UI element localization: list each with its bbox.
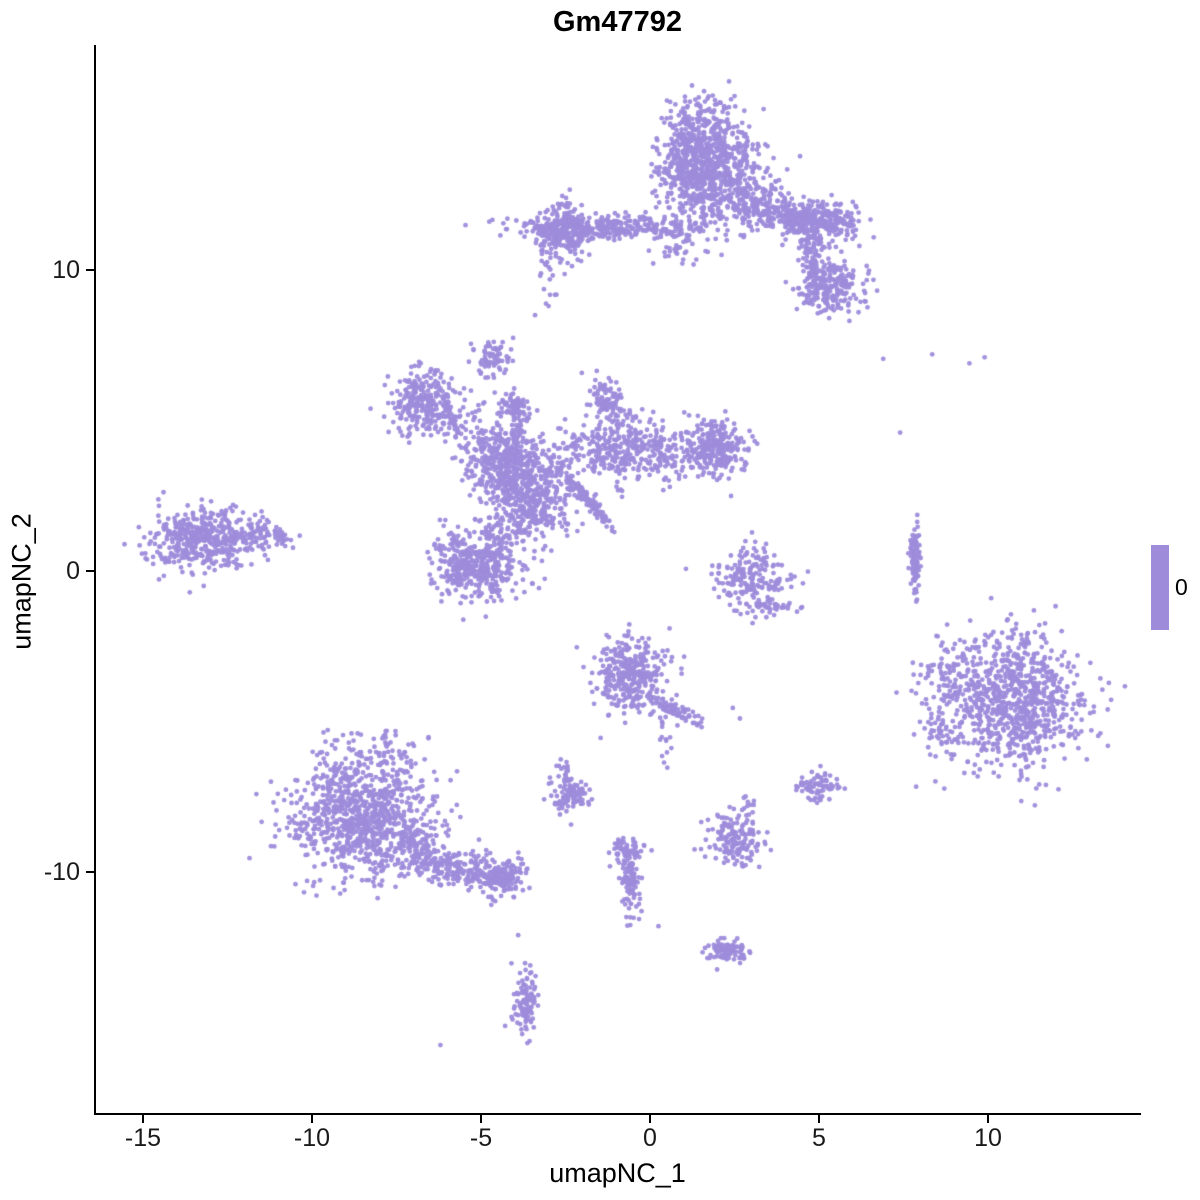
x-tick-label: -5 bbox=[469, 1124, 493, 1152]
y-tick-mark bbox=[86, 570, 94, 572]
x-tick-label: 0 bbox=[643, 1124, 657, 1152]
legend-colorbar bbox=[1151, 545, 1169, 630]
chart-title: Gm47792 bbox=[553, 6, 682, 38]
x-tick-label: 5 bbox=[812, 1124, 826, 1152]
y-tick-label: 0 bbox=[66, 557, 80, 585]
x-tick-label: -10 bbox=[293, 1124, 331, 1152]
x-tick-mark bbox=[649, 1115, 651, 1123]
x-tick-label: 10 bbox=[974, 1124, 1002, 1152]
x-tick-label: -15 bbox=[124, 1124, 162, 1152]
x-tick-mark bbox=[480, 1115, 482, 1123]
y-tick-label: 10 bbox=[52, 256, 80, 284]
x-tick-mark bbox=[142, 1115, 144, 1123]
y-tick-mark bbox=[86, 269, 94, 271]
x-tick-mark bbox=[818, 1115, 820, 1123]
y-tick-mark bbox=[86, 871, 94, 873]
y-axis-title: umapNC_2 bbox=[6, 513, 37, 650]
legend-tick-label: 0 bbox=[1175, 574, 1188, 600]
x-axis-title: umapNC_1 bbox=[549, 1158, 686, 1188]
x-tick-mark bbox=[987, 1115, 989, 1123]
y-tick-label: -10 bbox=[43, 858, 80, 886]
x-tick-mark bbox=[311, 1115, 313, 1123]
plot-area bbox=[94, 45, 1141, 1115]
